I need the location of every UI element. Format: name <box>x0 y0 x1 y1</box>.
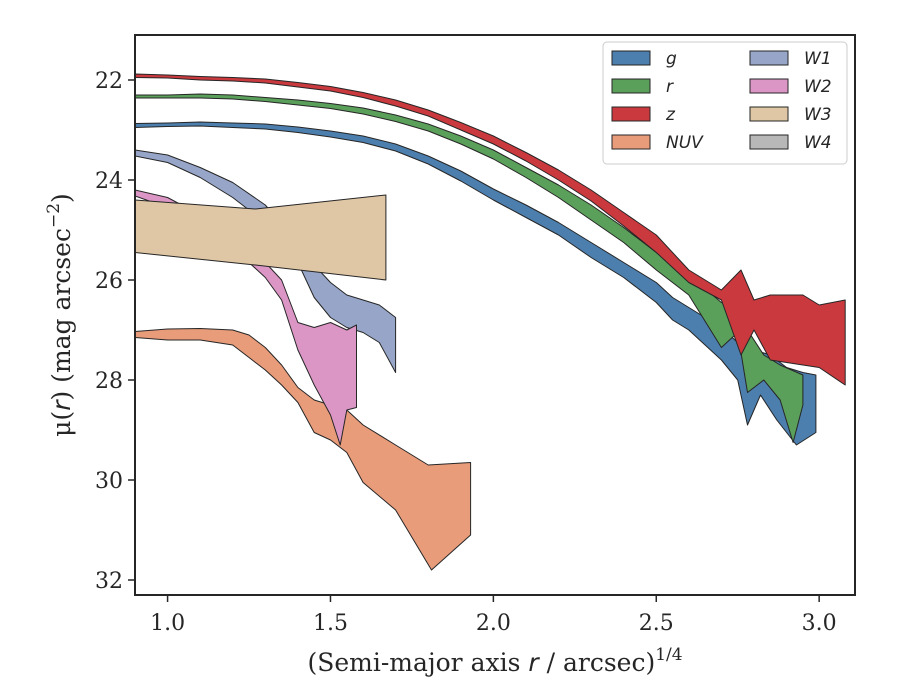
band-w1 <box>135 149 397 373</box>
legend-label-r: r <box>666 77 674 97</box>
y-tick-label: 26 <box>95 269 123 294</box>
x-tick-label: 2.5 <box>639 611 674 636</box>
legend: grz NUV W1 W2 W3 W4 <box>602 41 848 165</box>
y-tick-label: 30 <box>95 469 123 494</box>
legend-swatch-nuv <box>611 134 651 150</box>
legend-swatch-g <box>611 50 651 66</box>
band-w3 <box>135 194 387 281</box>
series-layer <box>135 73 846 571</box>
legend-swatch-w4 <box>749 134 789 150</box>
x-tick-label: 1.0 <box>150 611 185 636</box>
y-tick-label: 32 <box>95 569 123 594</box>
band-z <box>135 73 846 386</box>
band-nuv <box>135 328 472 571</box>
legend-swatch-w3 <box>749 106 789 122</box>
legend-label-w3: W3 <box>804 105 832 125</box>
legend-swatch-w2 <box>749 78 789 94</box>
legend-label-w4: W4 <box>804 133 832 153</box>
x-axis-label: (Semi-major axis r / arcsec)1/4 <box>307 645 682 677</box>
y-tick-label: 22 <box>95 69 123 94</box>
legend-swatch-r <box>611 78 651 94</box>
x-tick-label: 2.0 <box>476 611 511 636</box>
y-axis: 22 24 26 28 30 32 <box>95 69 135 594</box>
y-axis-label: μ(r) (mag arcsec−2) <box>44 193 76 437</box>
legend-label-w2: W2 <box>804 77 832 97</box>
legend-label-z: z <box>665 105 676 125</box>
y-tick-label: 28 <box>95 369 123 394</box>
x-axis: 1.0 1.5 2.0 2.5 3.0 <box>150 595 837 636</box>
legend-label-w1: W1 <box>804 49 832 69</box>
plot-frame <box>134 34 856 596</box>
x-tick-label: 3.0 <box>802 611 837 636</box>
band-g <box>135 121 817 446</box>
y-tick-label: 24 <box>95 169 123 194</box>
x-tick-label: 1.5 <box>313 611 348 636</box>
legend-swatch-z <box>611 106 651 122</box>
band-r <box>135 93 804 443</box>
legend-label-g: g <box>666 49 677 69</box>
legend-label-nuv: NUV <box>666 133 704 153</box>
legend-swatch-w1 <box>749 50 789 66</box>
